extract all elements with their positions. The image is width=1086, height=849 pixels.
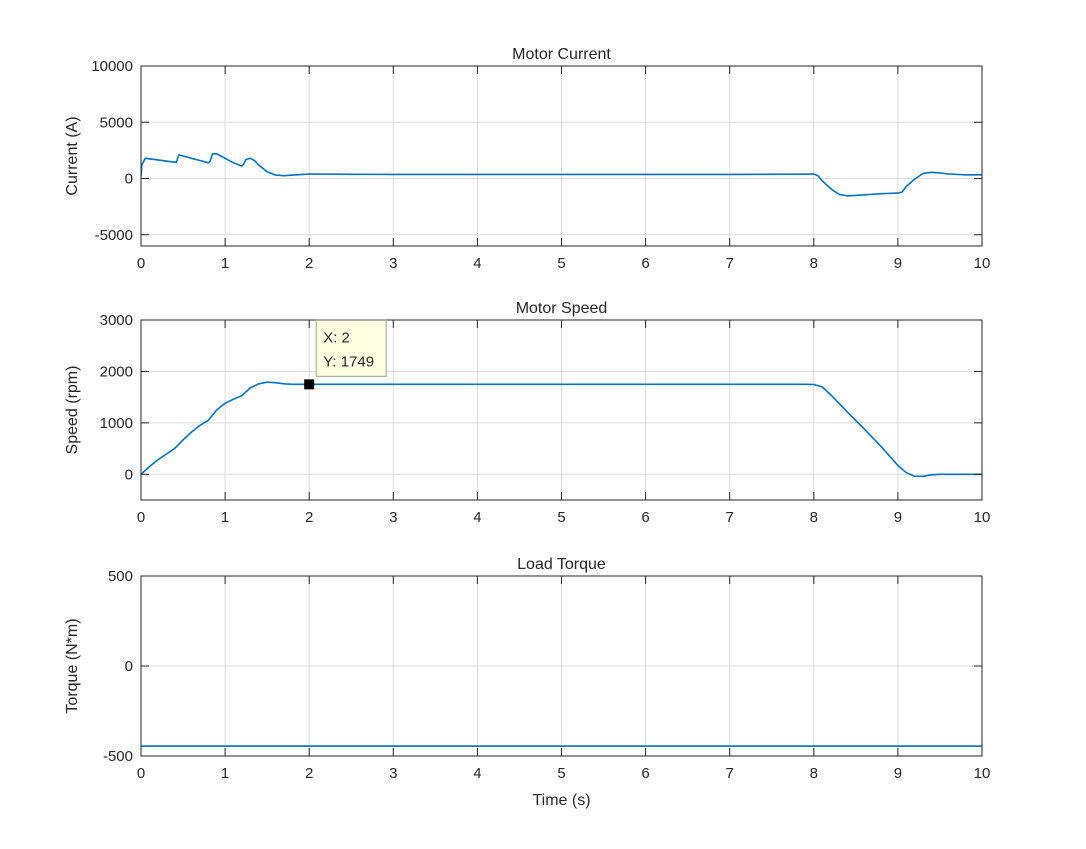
x-axis-label: Time (s): [532, 792, 590, 809]
x-tick-label: 7: [726, 255, 734, 272]
x-tick-label: 3: [389, 765, 397, 782]
x-tick-label: 8: [810, 255, 818, 272]
x-tick-label: 3: [389, 509, 397, 526]
data-tip-y-text: Y: 1749: [323, 353, 374, 370]
x-tick-label: 9: [894, 509, 902, 526]
x-tick-label: 4: [473, 255, 481, 272]
x-tick-label: 10: [974, 509, 991, 526]
x-tick-label: 0: [137, 509, 145, 526]
x-tick-label: 5: [557, 509, 565, 526]
x-tick-label: 10: [974, 765, 991, 782]
subplot-2: 0 1 2 3 4 5 6 7 8 9 10 0 1000 2000 3000 Motor Speed Spee…: [64, 300, 990, 526]
y-tick-label: -500: [103, 748, 133, 765]
y-tick-label: 500: [108, 568, 133, 585]
x-tick-label: 4: [473, 765, 481, 782]
x-tick-label: 8: [810, 509, 818, 526]
y-tick-label: 2000: [100, 363, 133, 380]
x-tick-label: 5: [557, 765, 565, 782]
x-tick-label: 0: [137, 255, 145, 272]
x-tick-label: 10: [974, 255, 991, 272]
plot-title: Load Torque: [517, 556, 606, 573]
data-tip-x-text: X: 2: [323, 329, 350, 346]
x-tick-label: 0: [137, 765, 145, 782]
plot-title: Motor Speed: [516, 300, 608, 317]
plot-title: Motor Current: [512, 46, 611, 63]
x-tick-label: 7: [726, 765, 734, 782]
x-tick-label: 2: [305, 509, 313, 526]
x-tick-label: 5: [557, 255, 565, 272]
y-tick-label: 5000: [100, 114, 133, 131]
y-tick-label: -5000: [95, 227, 133, 244]
y-tick-label: 0: [125, 171, 133, 188]
x-tick-label: 6: [641, 255, 649, 272]
x-tick-label: 9: [894, 255, 902, 272]
x-tick-label: 2: [305, 255, 313, 272]
y-axis-label: Torque (N*m): [64, 618, 81, 713]
x-tick-label: 8: [810, 765, 818, 782]
x-tick-label: 3: [389, 255, 397, 272]
y-tick-label: 0: [125, 658, 133, 675]
x-tick-label: 2: [305, 765, 313, 782]
x-tick-label: 6: [641, 765, 649, 782]
y-axis-label: Current (A): [64, 116, 81, 195]
x-tick-label: 1: [221, 255, 229, 272]
x-tick-label: 9: [894, 765, 902, 782]
x-tick-label: 1: [221, 509, 229, 526]
y-tick-label: 0: [125, 466, 133, 483]
x-tick-label: 7: [726, 509, 734, 526]
y-axis-label: Speed (rpm): [64, 366, 81, 455]
x-tick-label: 4: [473, 509, 481, 526]
y-tick-label: 10000: [91, 58, 133, 75]
y-tick-label: 1000: [100, 415, 133, 432]
series-line-1: [141, 153, 982, 197]
x-tick-label: 1: [221, 765, 229, 782]
y-tick-label: 3000: [100, 312, 133, 329]
x-tick-label: 6: [641, 509, 649, 526]
data-tip-marker[interactable]: [304, 379, 315, 390]
data-tip-box: [315, 319, 387, 377]
data-tip[interactable]: X: 2 Y: 1749: [304, 319, 387, 390]
